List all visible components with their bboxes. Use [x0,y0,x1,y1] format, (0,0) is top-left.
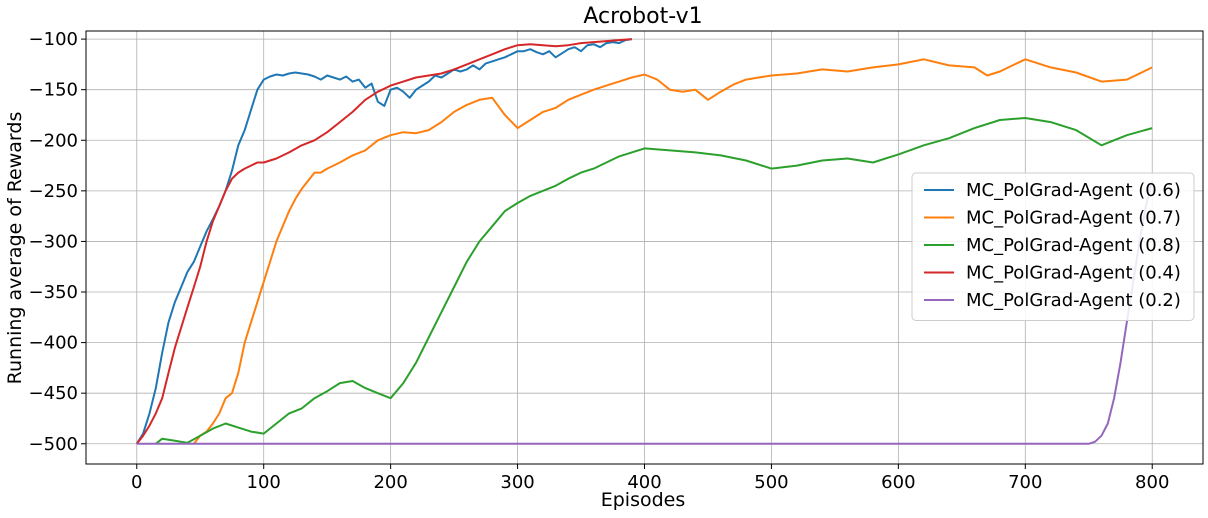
y-tick-label: −400 [29,333,78,354]
y-tick-label: −350 [29,282,78,303]
y-tick-label: −100 [29,29,78,50]
x-tick-label: 300 [500,472,534,493]
x-tick-label: 800 [1135,472,1169,493]
x-tick-label: 600 [881,472,915,493]
y-tick-label: −450 [29,383,78,404]
y-tick-label: −150 [29,80,78,101]
legend-label-2: MC_PolGrad-Agent (0.8) [966,235,1181,256]
chart-title: Acrobot-v1 [583,4,702,29]
y-ticks: −500 −450 −400 −350 −300 −250 −200 −150 −100 [29,29,86,455]
y-tick-label: −250 [29,181,78,202]
x-tick-label: 200 [373,472,407,493]
series-line-1 [193,58,1153,445]
x-tick-label: 700 [1008,472,1042,493]
legend-label-4: MC_PolGrad-Agent (0.2) [966,290,1181,311]
y-axis-label: Running average of Rewards [4,112,26,385]
legend-box [911,172,1195,321]
legend-label-3: MC_PolGrad-Agent (0.4) [966,263,1181,284]
x-tick-label: 100 [247,472,281,493]
legend-label-0: MC_PolGrad-Agent (0.6) [966,180,1181,201]
x-tick-label: 400 [627,472,661,493]
y-tick-label: −300 [29,231,78,252]
legend-label-1: MC_PolGrad-Agent (0.7) [966,208,1181,229]
legend: MC_PolGrad-Agent (0.6) MC_PolGrad-Agent (… [911,172,1195,321]
y-tick-label: −500 [29,434,78,455]
x-tick-label: 0 [131,472,142,493]
x-tick-label: 500 [754,472,788,493]
series-line-3 [136,38,632,445]
x-axis-label: Episodes [601,489,686,511]
x-ticks: 0 100 200 300 400 500 600 700 800 [131,464,1169,493]
y-tick-label: −200 [29,130,78,151]
series-line-2 [155,117,1153,445]
